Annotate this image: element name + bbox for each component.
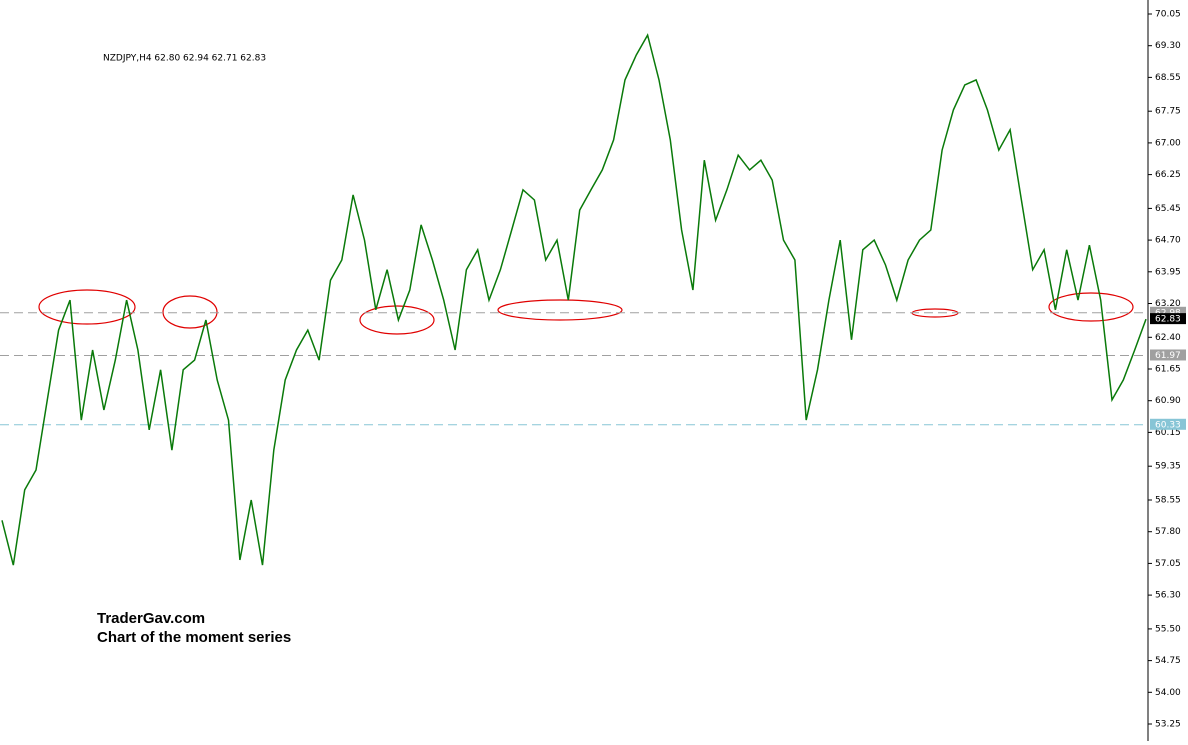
price-label-bg <box>1150 349 1186 361</box>
annotations <box>38 289 1134 335</box>
y-tick-label: 53.25 <box>1155 720 1181 730</box>
y-tick-label: 64.70 <box>1155 236 1181 246</box>
y-tick-label: 54.00 <box>1155 688 1181 698</box>
price-label: 62.83 <box>1155 315 1181 325</box>
y-tick-label: 61.65 <box>1155 365 1181 375</box>
watermark: Chart of the moment series <box>97 629 291 646</box>
y-tick-label: 59.35 <box>1155 462 1181 472</box>
watermark: TraderGav.com <box>97 610 205 627</box>
ellipse <box>497 299 623 321</box>
y-tick-label: 63.20 <box>1155 299 1181 309</box>
price-label: 60.33 <box>1155 420 1181 430</box>
y-tick-label: 66.25 <box>1155 170 1181 180</box>
header: NZDJPY,H4 62.80 62.94 62.71 62.83 <box>103 54 266 64</box>
price-label-bg <box>1150 418 1186 430</box>
y-tick-label: 57.05 <box>1155 559 1181 569</box>
y-tick-label: 54.75 <box>1155 656 1181 666</box>
y-tick-label: 60.15 <box>1155 428 1181 438</box>
y-tick-label: 67.75 <box>1155 107 1181 117</box>
y-tick-label: 57.80 <box>1155 527 1181 537</box>
y-tick-label: 67.00 <box>1155 138 1181 148</box>
ellipse <box>359 305 435 335</box>
y-tick-label: 63.95 <box>1155 267 1181 277</box>
y-tick-label: 68.55 <box>1155 73 1181 83</box>
ellipse <box>1048 292 1134 322</box>
price-label-bg <box>1150 306 1186 318</box>
price-label: 61.97 <box>1155 351 1181 361</box>
y-tick-label: 55.50 <box>1155 624 1181 634</box>
y-tick-label: 60.90 <box>1155 396 1181 406</box>
y-tick-label: 65.45 <box>1155 204 1181 214</box>
y-tick-label: 62.40 <box>1155 333 1181 343</box>
ellipse <box>38 289 136 325</box>
y-tick-label: 70.05 <box>1155 10 1181 20</box>
price-label-bg <box>1150 313 1186 325</box>
y-tick-label: 56.30 <box>1155 591 1181 601</box>
y-tick-label: 69.30 <box>1155 41 1181 51</box>
y-tick-label: 58.55 <box>1155 496 1181 506</box>
ellipse <box>162 295 218 329</box>
price-line-series <box>1 33 1147 566</box>
